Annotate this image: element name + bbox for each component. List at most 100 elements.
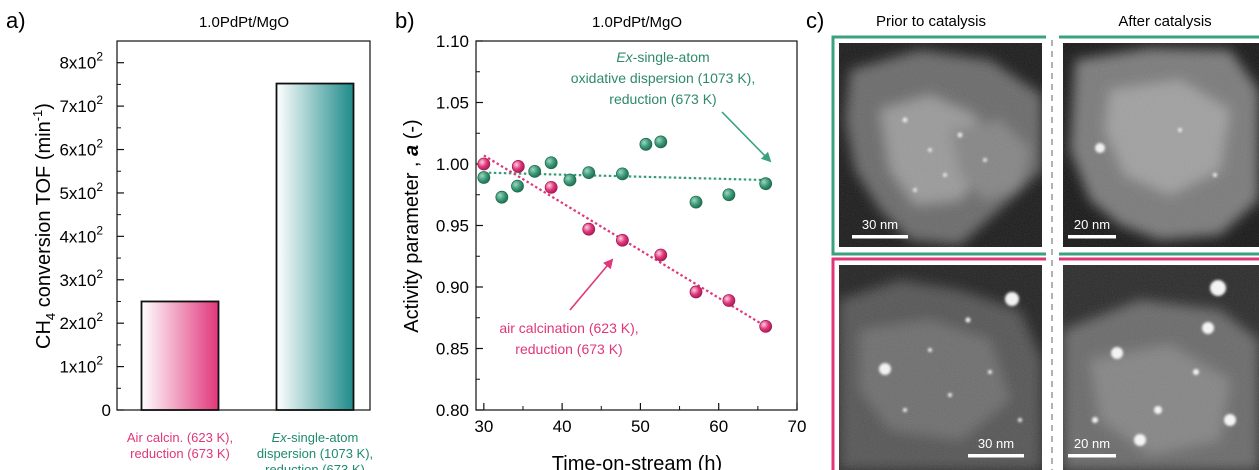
point-series-2 [582, 222, 596, 236]
panel-a-plot-frame [116, 40, 371, 411]
micrograph-after-bottom: 20 nm [1063, 265, 1259, 470]
scale-bar-bl [968, 454, 1024, 458]
ylabel-mid: conversion TOF (min [33, 121, 55, 313]
annotation-pink-line1: air calcination (623 K), [499, 320, 638, 336]
panel-b-ticks: 0.80 0.85 0.90 0.95 1.00 1.05 1.10 30 40 50 60 70 [436, 32, 807, 436]
panel-a-bars [140, 82, 355, 411]
x-tick-label: 70 [788, 417, 807, 436]
bar1-label-line1: Air calcin. (623 K), [127, 430, 233, 445]
y-tick-label: 0.95 [436, 217, 469, 236]
y-tick-label: 3x102 [59, 267, 103, 290]
y-tick-label: 0.90 [436, 278, 469, 297]
y-tick-label: 0.80 [436, 401, 469, 420]
point-series-1 [689, 195, 703, 209]
scale-label-bl: 30 nm [978, 436, 1014, 451]
x-tick-label: 30 [474, 417, 493, 436]
point-series-1 [722, 188, 736, 202]
point-series-1 [495, 190, 509, 204]
panel-b-title: 1.0PdPt/MgO [592, 14, 682, 31]
y-tick-label: 7x102 [59, 93, 103, 116]
bar-1 [140, 300, 220, 411]
point-series-1 [639, 137, 653, 151]
y-tick-label: 1.05 [436, 94, 469, 113]
bar1-label-line2: reduction (673 K) [130, 446, 230, 461]
panel-b-points [477, 135, 773, 333]
scale-bar-tr [1068, 235, 1116, 239]
y-tick-label: 1.10 [436, 32, 469, 51]
panel-c-letter: c) [806, 8, 824, 33]
ylabel-end-b: (-) [401, 119, 423, 145]
point-series-2 [544, 180, 558, 194]
ylabel-sup: -1 [30, 110, 45, 122]
panel-b-letter: b) [395, 8, 415, 33]
y-tick-exponent: 2 [96, 223, 103, 237]
y-tick-label: 1x102 [59, 354, 103, 377]
point-series-1 [528, 164, 542, 178]
point-series-2 [689, 285, 703, 299]
y-tick-exponent: 2 [96, 137, 103, 151]
ylabel-main: Activity parameter , [401, 156, 423, 333]
point-series-1 [582, 166, 596, 180]
ann-green-rest: -single-atom [633, 49, 710, 65]
y-tick-label: 5x102 [59, 180, 103, 203]
annotation-green-line2: oxidative dispersion (1073 K), [571, 70, 755, 86]
point-series-1 [511, 179, 524, 193]
ann-green-italic: Ex [616, 49, 633, 65]
y-tick-exponent: 2 [96, 354, 103, 368]
annotation-green-line3: reduction (673 K) [609, 91, 716, 107]
annotation-pink-line2: reduction (673 K) [515, 341, 622, 357]
y-tick-label: 0 [102, 401, 111, 420]
micrograph-after-top: 20 nm [1063, 43, 1259, 247]
annotation-pink-arrow [569, 258, 614, 311]
point-series-1 [563, 173, 577, 187]
scale-bar-tl [852, 235, 908, 239]
panel-a-y-axis-label: CH4 conversion TOF (min-1) [30, 103, 58, 349]
ylabel-end: ) [33, 103, 55, 110]
pink-frame-left [831, 257, 1046, 470]
ylabel-prefix: CH [33, 320, 55, 349]
column-header-prior: Prior to catalysis [876, 13, 986, 30]
point-series-2 [477, 157, 491, 171]
green-frame-left [831, 35, 1046, 256]
y-tick-exponent: 2 [96, 93, 103, 107]
point-series-2 [616, 233, 629, 247]
column-header-after: After catalysis [1118, 13, 1211, 30]
bar-2 [275, 82, 355, 411]
y-tick-label: 6x102 [59, 137, 103, 160]
micrograph-prior-top: 30 nm [839, 43, 1042, 247]
panel-a-title: 1.0PdPt/MgO [199, 14, 289, 31]
scale-bar-br [1068, 454, 1116, 458]
y-tick-label: 4x102 [59, 223, 103, 246]
y-tick-label: 8x102 [59, 50, 103, 73]
scale-label-tr: 20 nm [1074, 217, 1110, 232]
annotation-green-line1: Ex-single-atom [616, 49, 709, 65]
bar2-label-line3: reduction (673 K) [265, 462, 365, 470]
annotation-green-arrow [721, 111, 772, 163]
panel-a-letter: a) [6, 8, 26, 33]
point-series-1 [654, 135, 668, 149]
point-series-2 [654, 248, 668, 262]
y-tick-exponent: 2 [96, 180, 103, 194]
y-tick-label: 2x102 [59, 310, 103, 333]
y-tick-label: 1.00 [436, 155, 469, 174]
bar2-label-line2: dispersion (1073 K), [257, 446, 373, 461]
panel-a-y-ticks: 0 1x102 2x102 3x102 4x102 5x102 6x102 7x102 8x10… [59, 50, 124, 420]
point-series-1 [759, 177, 773, 191]
panel-b-x-axis-label: Time-on-stream (h) [552, 453, 722, 470]
scale-label-tl: 30 nm [862, 217, 898, 232]
panel-c-micrographs: c) Prior to catalysis After catalysis [806, 8, 1259, 470]
point-series-1 [616, 167, 629, 181]
x-tick-label: 40 [553, 417, 572, 436]
micrograph-prior-bottom: 30 nm [839, 265, 1042, 470]
y-tick-exponent: 2 [96, 267, 103, 281]
point-series-2 [511, 160, 525, 173]
scale-label-br: 20 nm [1074, 436, 1110, 451]
y-tick-exponent: 2 [96, 310, 103, 324]
panel-a-bar-chart: a) 1.0PdPt/MgO 0 1x102 2x102 3x102 4x102 5x10… [6, 8, 373, 470]
x-tick-label: 50 [631, 417, 650, 436]
point-series-2 [722, 294, 736, 307]
y-tick-exponent: 2 [96, 50, 103, 64]
panel-b-y-axis-label: Activity parameter , a (-) [401, 119, 423, 332]
bar2-label-italic: Ex [272, 430, 288, 445]
